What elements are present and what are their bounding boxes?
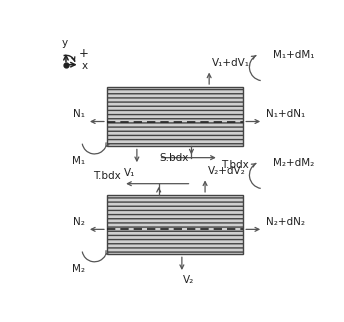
Text: T.bdx: T.bdx [221,160,249,170]
Text: N₂+dN₂: N₂+dN₂ [266,217,304,227]
Bar [107,87,243,147]
Text: V₁+dV₁: V₁+dV₁ [212,58,250,68]
Text: M₂+dM₂: M₂+dM₂ [273,157,314,167]
Text: x: x [82,61,88,71]
Text: M₁: M₁ [72,156,85,166]
Text: V₂: V₂ [183,275,194,285]
Bar [107,195,243,254]
Text: y: y [62,38,68,48]
Text: N₂: N₂ [73,217,85,227]
Text: M₂: M₂ [72,264,85,274]
Text: T.bdx: T.bdx [93,171,121,181]
Text: N₁: N₁ [73,109,85,119]
Text: S.bdx: S.bdx [159,153,189,163]
Text: V₂+dV₂: V₂+dV₂ [207,166,245,176]
Text: M₁+dM₁: M₁+dM₁ [273,50,314,60]
Text: V₁: V₁ [124,167,136,177]
Text: +: + [78,47,88,60]
Text: N₁+dN₁: N₁+dN₁ [266,109,305,119]
